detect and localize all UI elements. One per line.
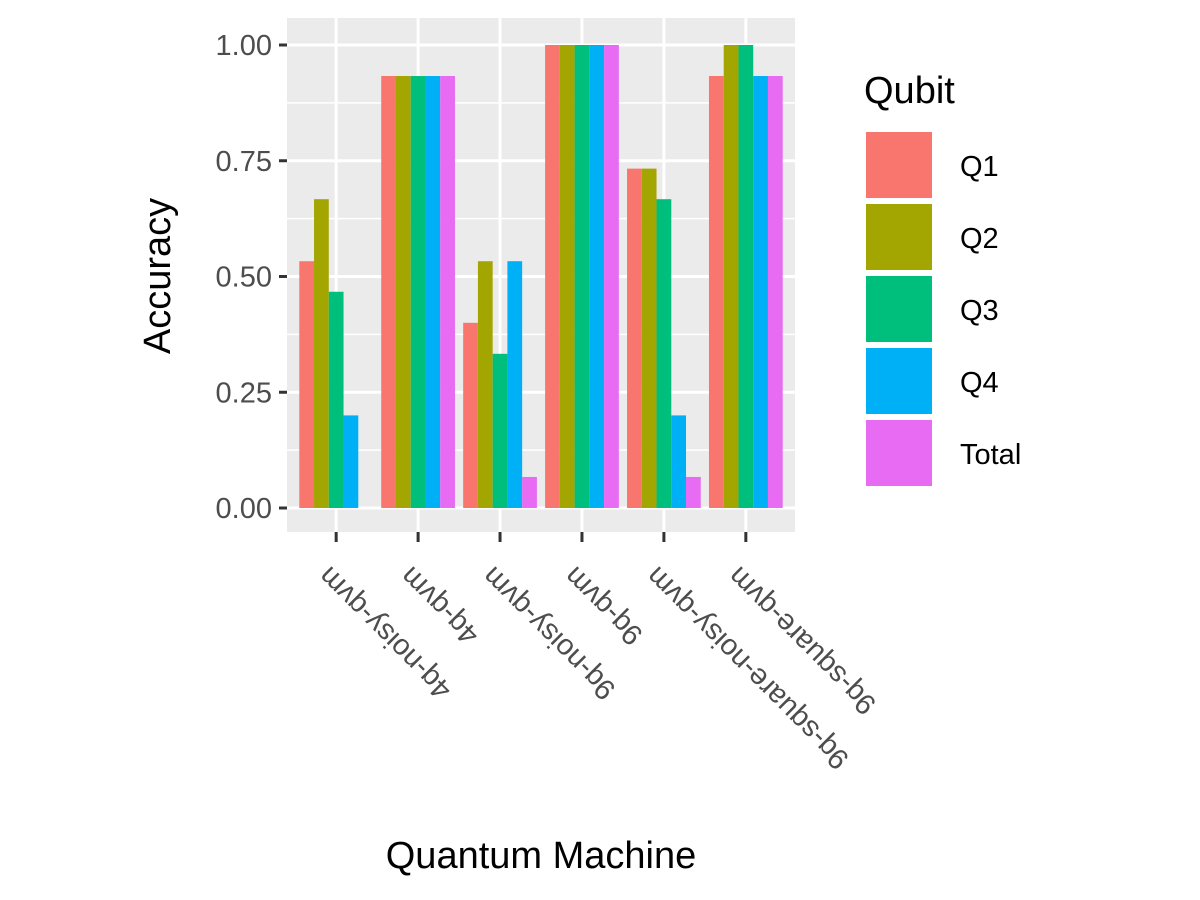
bar-9q-noisy-qvm-Q2 xyxy=(477,261,493,508)
y-tick-label: 1.00 xyxy=(216,30,272,62)
bar-9q-square-noisy-qvm-Q3 xyxy=(656,199,672,508)
y-tick-label: 0.75 xyxy=(216,146,272,178)
bar-9q-square-qvm-Total xyxy=(767,76,783,508)
bar-9q-square-qvm-Q2 xyxy=(723,45,739,508)
bar-9q-noisy-qvm-Q4 xyxy=(507,261,523,508)
bar-9q-square-noisy-qvm-Total xyxy=(686,476,701,508)
bar-9q-noisy-qvm-Q1 xyxy=(463,322,478,508)
legend: Qubit Q1 Q2 Q3 Q4 Total xyxy=(864,70,1021,486)
y-axis: 0.00 0.25 0.50 0.75 1.00 xyxy=(216,30,287,525)
y-tick-label: 0.25 xyxy=(216,377,272,409)
bar-9q-qvm-Q2 xyxy=(559,45,575,508)
x-axis: 4q-noisy-qvm4q-qvm9q-noisy-qvm9q-qvm9q-s… xyxy=(312,532,883,775)
x-axis-title: Quantum Machine xyxy=(386,835,697,877)
legend-items: Q1 Q2 Q3 Q4 Total xyxy=(866,132,1021,486)
y-axis-title: Accuracy xyxy=(137,198,179,354)
legend-label-Q1: Q1 xyxy=(960,151,999,183)
legend-label-Total: Total xyxy=(960,439,1021,471)
bar-9q-qvm-Q4 xyxy=(589,45,605,508)
bars xyxy=(299,45,783,508)
bar-4q-qvm-Total xyxy=(440,76,455,508)
bar-9q-square-qvm-Q4 xyxy=(753,76,768,508)
bar-9q-square-noisy-qvm-Q1 xyxy=(627,168,642,508)
y-tick-label: 0.00 xyxy=(216,493,272,525)
bar-4q-qvm-Q1 xyxy=(381,76,396,508)
bar-4q-qvm-Q2 xyxy=(395,76,411,508)
bar-9q-noisy-qvm-Q3 xyxy=(492,353,508,508)
legend-key-Q4 xyxy=(866,348,932,414)
legend-key-Q1 xyxy=(866,132,932,198)
bar-4q-noisy-qvm-Q2 xyxy=(314,199,329,508)
bar-9q-square-qvm-Q3 xyxy=(738,45,754,508)
bar-9q-square-qvm-Q1 xyxy=(708,76,724,508)
legend-label-Q3: Q3 xyxy=(960,295,999,327)
bar-9q-square-noisy-qvm-Q4 xyxy=(671,415,687,508)
bar-9q-square-noisy-qvm-Q2 xyxy=(641,168,657,508)
legend-title: Qubit xyxy=(864,70,955,112)
bar-9q-qvm-Q3 xyxy=(574,45,590,508)
legend-label-Q2: Q2 xyxy=(960,223,999,255)
x-tick-label: 9q-square-qvm xyxy=(722,560,883,721)
legend-key-Q2 xyxy=(866,204,932,270)
legend-key-Total xyxy=(866,420,932,486)
legend-key-Q3 xyxy=(866,276,932,342)
bar-9q-qvm-Total xyxy=(604,45,619,508)
y-tick-label: 0.50 xyxy=(216,262,272,294)
bar-4q-qvm-Q3 xyxy=(410,76,426,508)
bar-9q-qvm-Q1 xyxy=(545,45,560,508)
bar-4q-noisy-qvm-Q3 xyxy=(328,291,344,508)
legend-label-Q4: Q4 xyxy=(960,367,999,399)
bar-4q-qvm-Q4 xyxy=(425,76,441,508)
bar-9q-noisy-qvm-Total xyxy=(522,476,537,508)
bar-4q-noisy-qvm-Q4 xyxy=(343,415,359,508)
bar-4q-noisy-qvm-Q1 xyxy=(299,261,315,508)
